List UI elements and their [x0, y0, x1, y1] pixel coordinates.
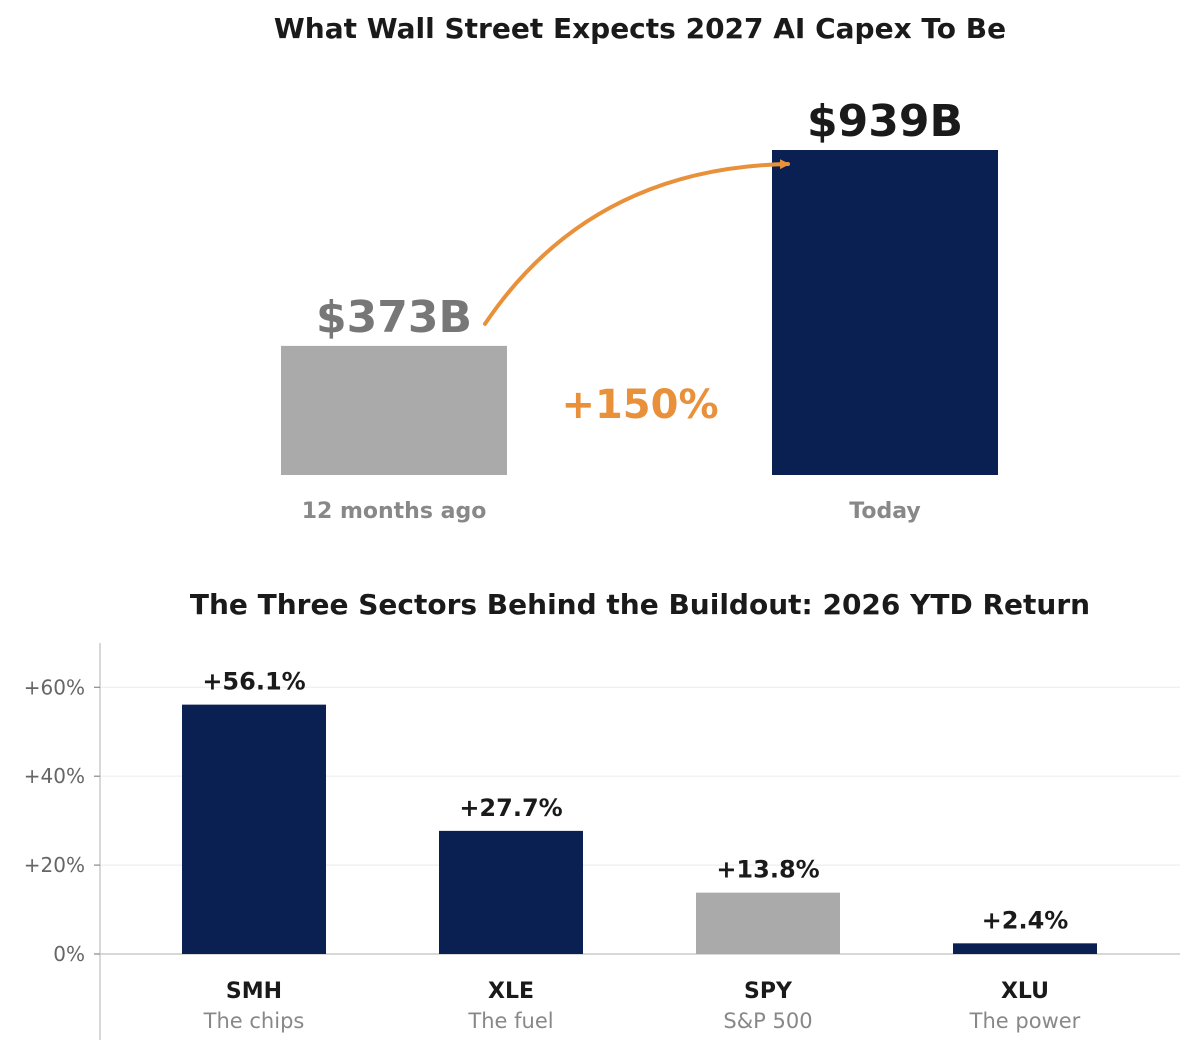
capex-value-label-12-months-ago: $373B [316, 292, 472, 343]
capex-value-label-today: $939B [807, 96, 963, 147]
ticker-label-smh: SMH [226, 979, 282, 1004]
capex-chart: What Wall Street Expects 2027 AI Capex T… [274, 12, 1006, 524]
return-value-label-xlu: +2.4% [982, 906, 1069, 934]
sector-description-spy: S&P 500 [723, 1009, 812, 1033]
growth-arrow [483, 159, 790, 326]
return-value-label-xle: +27.7% [459, 794, 562, 822]
y-axis-ticks: 0% +20% +40% +60% [24, 675, 100, 966]
y-tick-label: +40% [24, 764, 85, 788]
return-bar-xle [439, 830, 583, 954]
sector-description-xlu: The power [969, 1009, 1081, 1033]
sector-description-smh: The chips [203, 1009, 305, 1033]
return-bar-xlu [953, 943, 1097, 954]
growth-percent-label: +150% [561, 382, 718, 428]
sector-returns-chart: The Three Sectors Behind the Buildout: 2… [24, 588, 1180, 1040]
capex-category-label-12-months-ago: 12 months ago [302, 499, 487, 524]
y-tick-label: +60% [24, 675, 85, 699]
capex-bars: $373B 12 months ago $939B Today [281, 96, 998, 524]
return-bar-smh [182, 704, 326, 954]
ticker-label-xlu: XLU [1001, 979, 1049, 1004]
ticker-label-xle: XLE [488, 979, 534, 1004]
return-bar-spy [696, 892, 840, 954]
y-tick-label: +20% [24, 853, 85, 877]
sector-chart-title: The Three Sectors Behind the Buildout: 2… [190, 588, 1090, 621]
sector-description-xle: The fuel [467, 1009, 553, 1033]
y-tick-label: 0% [53, 942, 85, 966]
capex-bar-12-months-ago [281, 345, 507, 475]
capex-category-label-today: Today [849, 499, 920, 524]
return-value-label-smh: +56.1% [202, 668, 305, 696]
capex-bar-today [772, 150, 998, 475]
sector-bars: +56.1% SMH The chips +27.7% XLE The fuel +13.8… [182, 668, 1097, 1033]
capex-chart-title: What Wall Street Expects 2027 AI Capex T… [274, 12, 1006, 45]
ticker-label-spy: SPY [744, 979, 793, 1004]
return-value-label-spy: +13.8% [716, 856, 819, 884]
